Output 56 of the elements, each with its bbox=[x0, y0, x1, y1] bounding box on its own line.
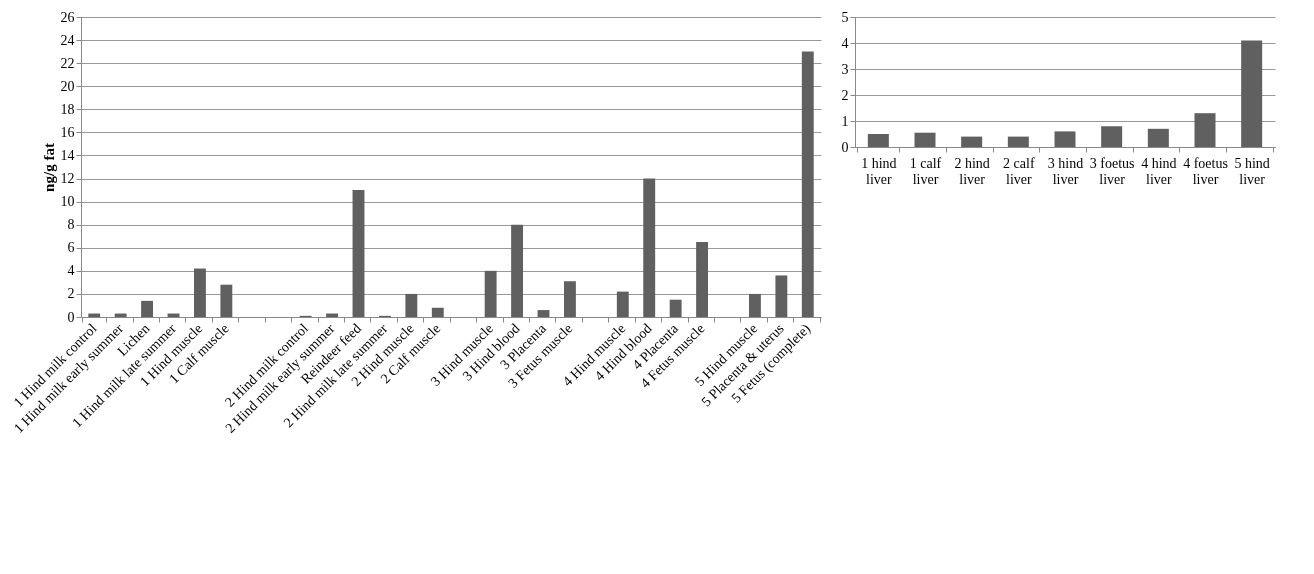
y-axis-title: ng/g fat bbox=[40, 143, 57, 192]
x-tick-label: 3 hind liver bbox=[1047, 155, 1084, 187]
x-tick-label: 2 calf liver bbox=[1003, 155, 1035, 187]
x-tick-label: 5 hind liver bbox=[1234, 155, 1270, 187]
bar bbox=[563, 281, 576, 317]
bar bbox=[643, 178, 656, 317]
bar bbox=[1101, 126, 1123, 147]
bar bbox=[748, 293, 761, 317]
y-tick-label: 22 bbox=[60, 55, 75, 71]
bar bbox=[193, 268, 206, 317]
bar bbox=[914, 132, 936, 147]
bar bbox=[1194, 113, 1216, 147]
bar bbox=[616, 291, 629, 317]
y-tick-label: 2 bbox=[841, 87, 849, 103]
bar bbox=[1241, 40, 1263, 147]
y-tick-label: 4 bbox=[67, 263, 75, 279]
x-tick-label: 4 foetus liver bbox=[1183, 155, 1228, 187]
y-tick-label: 14 bbox=[60, 147, 75, 163]
x-tick-label: 1 calf liver bbox=[909, 155, 942, 187]
bar bbox=[537, 310, 550, 317]
bar bbox=[484, 270, 497, 317]
y-tick-label: 2 bbox=[67, 286, 75, 302]
y-tick-label: 20 bbox=[60, 78, 75, 94]
y-tick-label: 3 bbox=[841, 61, 849, 77]
bar bbox=[669, 299, 682, 317]
y-tick-label: 18 bbox=[60, 101, 75, 117]
bar bbox=[431, 307, 444, 317]
y-tick-label: 26 bbox=[60, 9, 75, 25]
bar bbox=[1054, 131, 1076, 147]
y-tick-label: 12 bbox=[60, 171, 75, 187]
y-tick-label: 0 bbox=[67, 309, 75, 325]
y-tick-label: 6 bbox=[67, 240, 75, 256]
bar bbox=[961, 136, 983, 147]
y-tick-label: 8 bbox=[67, 217, 75, 233]
bar bbox=[696, 242, 709, 317]
bar bbox=[220, 284, 233, 317]
bar bbox=[1147, 128, 1169, 147]
bar bbox=[801, 51, 814, 317]
bar bbox=[867, 134, 889, 147]
x-tick-label: 2 hind liver bbox=[954, 155, 990, 187]
y-tick-label: 16 bbox=[60, 124, 75, 140]
bar bbox=[511, 224, 524, 317]
bar bbox=[405, 293, 418, 317]
y-tick-label: 24 bbox=[60, 32, 75, 48]
bar bbox=[352, 190, 365, 317]
y-tick-label: 0 bbox=[841, 139, 849, 155]
y-tick-label: 10 bbox=[60, 194, 75, 210]
bar bbox=[1007, 136, 1029, 147]
bar bbox=[775, 275, 788, 317]
y-tick-label: 4 bbox=[841, 35, 849, 51]
x-tick-label: 1 hind liver bbox=[861, 155, 897, 187]
y-tick-label: 5 bbox=[841, 9, 849, 25]
x-tick-label: 3 foetus liver bbox=[1089, 155, 1135, 187]
y-tick-label: 1 bbox=[841, 113, 849, 129]
x-tick-label: 4 hind liver bbox=[1141, 155, 1177, 187]
bar bbox=[141, 300, 154, 317]
